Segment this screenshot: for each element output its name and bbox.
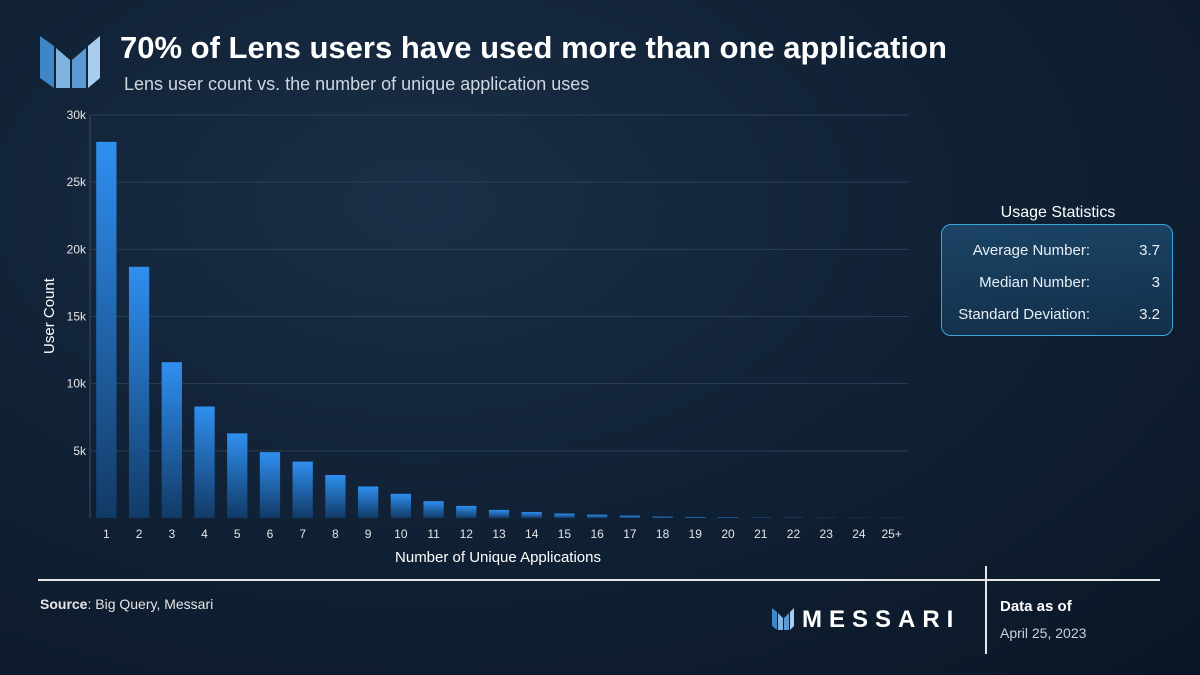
stat-label: Median Number: — [979, 274, 1090, 291]
source-note: Source: Big Query, Messari — [40, 596, 213, 612]
x-tick-label: 6 — [267, 527, 274, 541]
bar — [357, 486, 379, 518]
stats-title: Usage Statistics — [1000, 204, 1116, 221]
x-tick-label: 3 — [168, 527, 175, 541]
y-tick-label: 20k — [67, 242, 87, 256]
bar — [292, 461, 313, 518]
x-tick-label: 16 — [590, 527, 604, 541]
usage-statistics-panel: Average Number: 3.7 Median Number: 3 Sta… — [941, 224, 1173, 336]
bar — [456, 505, 477, 518]
footer-vertical-divider — [985, 566, 987, 654]
x-tick-label: 19 — [689, 527, 703, 541]
stat-label: Standard Deviation: — [958, 306, 1090, 323]
x-tick-label: 8 — [332, 527, 339, 541]
bar — [325, 475, 346, 518]
x-tick-label: 18 — [656, 527, 670, 541]
x-tick-label: 14 — [525, 527, 539, 541]
x-tick-label: 7 — [299, 527, 306, 541]
y-tick-label: 5k — [73, 444, 87, 458]
x-tick-label: 15 — [558, 527, 572, 541]
bar — [227, 433, 248, 518]
x-tick-label: 25+ — [881, 527, 901, 541]
messari-logo-icon — [40, 36, 100, 88]
bar — [521, 511, 542, 518]
x-tick-label: 9 — [365, 527, 372, 541]
stat-row-average: Average Number: 3.7 — [942, 242, 1174, 262]
x-tick-label: 22 — [787, 527, 801, 541]
chart-title: 70% of Lens users have used more than on… — [120, 30, 947, 65]
y-tick-label: 25k — [67, 175, 87, 189]
x-tick-label: 4 — [201, 527, 208, 541]
bar — [259, 452, 281, 518]
y-tick-label: 15k — [67, 310, 87, 324]
x-tick-label: 12 — [460, 527, 474, 541]
data-as-of-date: April 25, 2023 — [1000, 625, 1087, 641]
x-tick-label: 17 — [623, 527, 637, 541]
x-tick-label: 24 — [852, 527, 866, 541]
x-tick-label: 1 — [103, 527, 110, 541]
bar — [587, 514, 608, 518]
bar — [619, 515, 641, 518]
x-tick-label: 20 — [721, 527, 735, 541]
bar — [96, 141, 117, 518]
bar — [161, 362, 182, 518]
bar — [685, 517, 706, 518]
x-tick-label: 10 — [394, 527, 408, 541]
stat-label: Average Number: — [972, 242, 1090, 259]
x-tick-label: 2 — [136, 527, 143, 541]
x-axis-label: Number of Unique Applications — [395, 549, 601, 566]
gridlines — [89, 114, 908, 518]
messari-wordmark: MESSARI — [802, 606, 961, 633]
x-tick-label: 13 — [492, 527, 506, 541]
bar — [488, 509, 510, 518]
chart-subtitle: Lens user count vs. the number of unique… — [124, 74, 590, 94]
stat-value: 3.2 — [1139, 306, 1160, 323]
stat-value: 3 — [1151, 274, 1160, 291]
stat-row-median: Median Number: 3 — [942, 274, 1174, 294]
x-tick-label: 21 — [754, 527, 768, 541]
bar — [717, 517, 739, 518]
bar — [423, 501, 444, 518]
bar — [390, 493, 411, 518]
bars — [96, 141, 902, 518]
x-tick-label: 23 — [820, 527, 834, 541]
source-text: : Big Query, Messari — [87, 596, 214, 612]
y-axis-label: User Count — [41, 277, 58, 354]
y-tick-label: 10k — [67, 377, 87, 391]
messari-mark-icon — [772, 608, 794, 630]
y-tick-label: 30k — [67, 108, 87, 122]
source-label: Source — [40, 596, 88, 612]
stat-row-std-dev: Standard Deviation: 3.2 — [942, 306, 1174, 326]
x-tick-label: 5 — [234, 527, 241, 541]
data-as-of-label: Data as of — [1000, 598, 1072, 615]
footer-divider — [38, 579, 1160, 581]
bar — [554, 513, 575, 518]
stat-value: 3.7 — [1139, 242, 1160, 259]
x-tick-label: 11 — [427, 527, 440, 541]
bar — [128, 266, 150, 518]
bar — [652, 516, 673, 518]
bar — [194, 406, 215, 518]
